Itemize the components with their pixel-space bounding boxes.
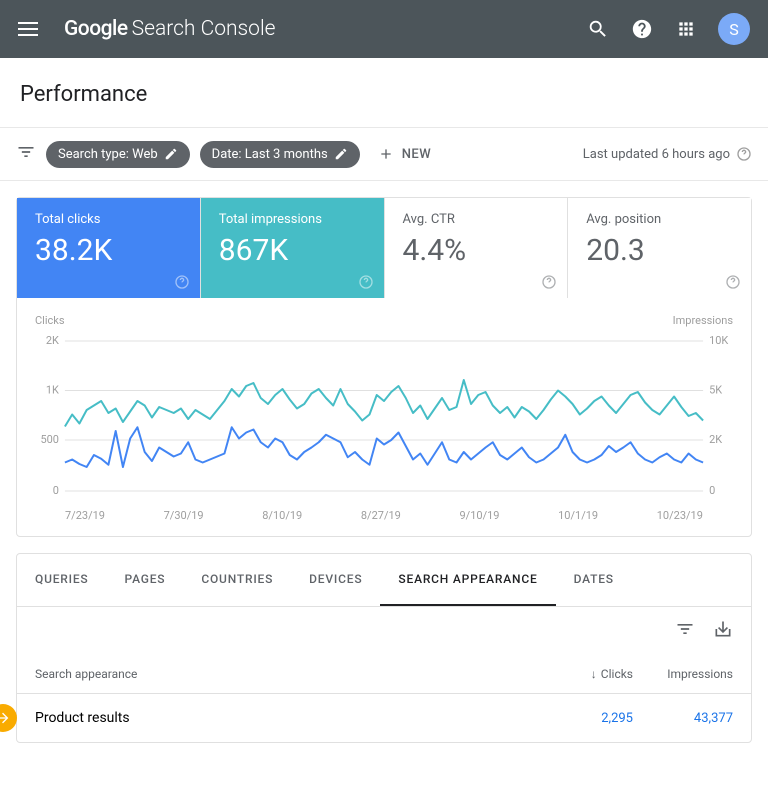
- last-updated: Last updated 6 hours ago: [583, 146, 752, 162]
- chart-container: Clicks Impressions 2K 10K 1K 5K 500 2K 0 0 7/23…: [17, 298, 751, 536]
- metric-label: Total impressions: [219, 212, 366, 227]
- apps-icon[interactable]: [674, 17, 698, 41]
- table-toolbar: [17, 607, 751, 655]
- tab-queries[interactable]: QUERIES: [17, 554, 107, 606]
- last-updated-text: Last updated 6 hours ago: [583, 147, 730, 162]
- svg-text:2K: 2K: [709, 433, 722, 446]
- edit-icon: [334, 147, 348, 161]
- col-header-name[interactable]: Search appearance: [35, 667, 533, 681]
- plus-icon: [378, 146, 394, 162]
- help-icon[interactable]: [174, 274, 190, 290]
- metric-value: 4.4%: [403, 233, 550, 268]
- tab-pages[interactable]: PAGES: [107, 554, 184, 606]
- tab-devices[interactable]: DEVICES: [291, 554, 380, 606]
- row-name: Product results: [35, 710, 533, 726]
- filter-bar: Search type: Web Date: Last 3 months NEW…: [0, 128, 768, 181]
- help-icon[interactable]: [358, 274, 374, 290]
- svg-text:500: 500: [40, 433, 58, 446]
- x-tick-label: 9/10/19: [460, 509, 500, 522]
- tab-dates[interactable]: DATES: [556, 554, 632, 606]
- help-icon[interactable]: [541, 274, 557, 290]
- svg-text:0: 0: [53, 484, 59, 497]
- logo-search-console: Search Console: [132, 17, 276, 41]
- help-icon[interactable]: [630, 17, 654, 41]
- table-header: Search appearance ↓Clicks Impressions: [17, 655, 751, 694]
- svg-text:0: 0: [709, 484, 715, 497]
- metric-card[interactable]: Avg. position 20.3: [568, 198, 751, 298]
- metric-card[interactable]: Total clicks 38.2K: [17, 198, 201, 298]
- chip-label: Date: Last 3 months: [212, 147, 328, 162]
- tab-search-appearance[interactable]: SEARCH APPEARANCE: [380, 554, 555, 606]
- x-axis-labels: 7/23/19 7/30/19 8/10/19 8/27/19 9/10/19 10/1/…: [35, 501, 733, 526]
- new-filter-button[interactable]: NEW: [370, 140, 440, 168]
- logo[interactable]: Google Search Console: [64, 17, 276, 41]
- chart-axis-labels: Clicks Impressions: [35, 314, 733, 327]
- metric-value: 38.2K: [35, 233, 182, 268]
- tab-countries[interactable]: COUNTRIES: [183, 554, 291, 606]
- avatar[interactable]: S: [718, 13, 750, 45]
- logo-google: Google: [64, 17, 128, 41]
- x-tick-label: 10/1/19: [558, 509, 598, 522]
- right-axis-label: Impressions: [673, 314, 733, 327]
- table-body: Product results 2,295 43,377: [17, 694, 751, 742]
- filter-icon[interactable]: [675, 619, 695, 643]
- x-tick-label: 8/27/19: [361, 509, 401, 522]
- edit-icon: [164, 147, 178, 161]
- svg-text:2K: 2K: [46, 334, 59, 347]
- x-tick-label: 7/23/19: [65, 509, 105, 522]
- row-impressions: 43,377: [633, 711, 733, 726]
- search-icon[interactable]: [586, 17, 610, 41]
- x-tick-label: 8/10/19: [262, 509, 302, 522]
- sort-down-icon: ↓: [591, 667, 597, 681]
- help-icon[interactable]: [725, 274, 741, 290]
- new-label: NEW: [402, 147, 432, 162]
- metric-card[interactable]: Avg. CTR 4.4%: [385, 198, 569, 298]
- x-tick-label: 7/30/19: [164, 509, 204, 522]
- menu-icon[interactable]: [18, 22, 38, 36]
- help-icon[interactable]: [736, 146, 752, 162]
- download-icon[interactable]: [713, 619, 733, 643]
- col-header-clicks[interactable]: ↓Clicks: [533, 667, 633, 681]
- x-tick-label: 10/23/19: [657, 509, 703, 522]
- col-header-impressions[interactable]: Impressions: [633, 667, 733, 681]
- metric-card[interactable]: Total impressions 867K: [201, 198, 385, 298]
- metric-label: Avg. CTR: [403, 212, 550, 227]
- results-panel: QUERIESPAGESCOUNTRIESDEVICESSEARCH APPEA…: [16, 553, 752, 743]
- filter-icon[interactable]: [16, 142, 36, 166]
- svg-text:1K: 1K: [46, 383, 59, 396]
- tabs: QUERIESPAGESCOUNTRIESDEVICESSEARCH APPEA…: [17, 554, 751, 607]
- line-chart: 2K 10K 1K 5K 500 2K 0 0: [35, 331, 733, 501]
- header-actions: S: [586, 13, 750, 45]
- page-title: Performance: [0, 58, 768, 128]
- metric-value: 867K: [219, 233, 366, 268]
- row-clicks: 2,295: [533, 711, 633, 726]
- chip-date[interactable]: Date: Last 3 months: [200, 141, 360, 168]
- metric-value: 20.3: [586, 233, 733, 268]
- chip-search-type[interactable]: Search type: Web: [46, 141, 190, 168]
- table-row[interactable]: Product results 2,295 43,377: [17, 694, 751, 742]
- metric-label: Avg. position: [586, 212, 733, 227]
- svg-text:5K: 5K: [709, 383, 722, 396]
- metrics-row: Total clicks 38.2K Total impressions 867…: [17, 198, 751, 298]
- left-axis-label: Clicks: [35, 314, 65, 327]
- metric-label: Total clicks: [35, 212, 182, 227]
- svg-text:10K: 10K: [709, 334, 728, 347]
- chip-label: Search type: Web: [58, 147, 158, 162]
- highlight-arrow-icon: [0, 704, 17, 732]
- app-header: Google Search Console S: [0, 0, 768, 58]
- performance-panel: Total clicks 38.2K Total impressions 867…: [16, 197, 752, 537]
